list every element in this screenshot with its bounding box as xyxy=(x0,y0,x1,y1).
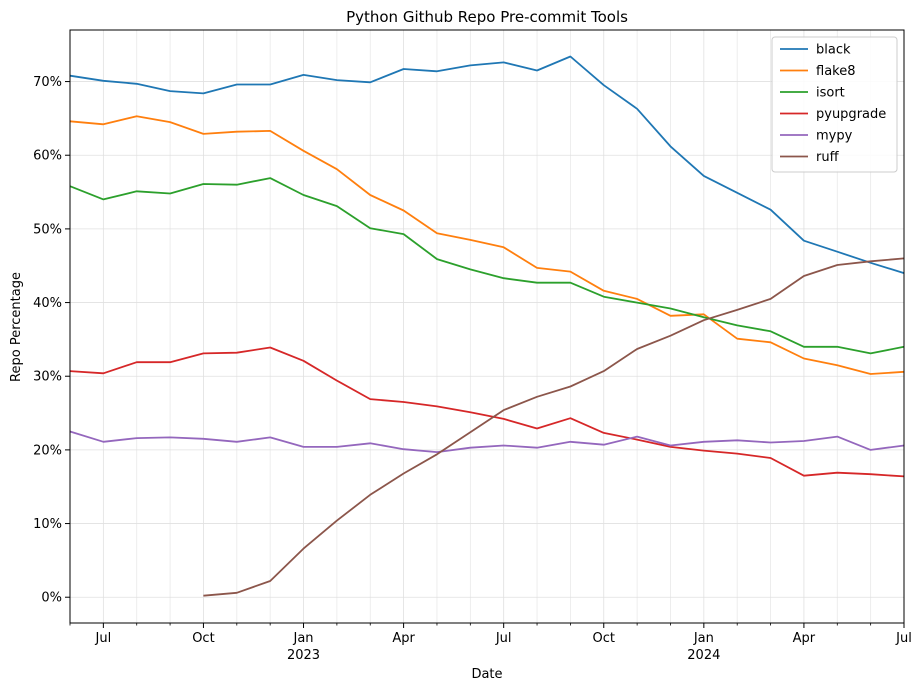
series-line-ruff xyxy=(203,257,905,597)
x-tick-year-label: 2023 xyxy=(287,648,320,663)
series-line-flake8 xyxy=(69,115,905,375)
series-line-black xyxy=(69,55,905,274)
x-tick-label: Jul xyxy=(95,631,112,646)
y-axis-label: Repo Percentage xyxy=(9,272,24,382)
y-tick-label: 70% xyxy=(33,75,62,90)
series-lines xyxy=(69,55,905,597)
series-line-mypy xyxy=(69,430,905,453)
y-tick-label: 60% xyxy=(33,149,62,164)
x-tick-label: Jan xyxy=(693,631,714,646)
chart-title: Python Github Repo Pre-commit Tools xyxy=(346,8,628,26)
legend-label-pyupgrade: pyupgrade xyxy=(816,107,886,122)
legend: black flake8 isort pyupgrade mypy ruff xyxy=(771,36,898,173)
y-tick-label: 20% xyxy=(33,443,62,458)
series-line-pyupgrade xyxy=(69,346,905,478)
legend-label-black: black xyxy=(816,43,851,58)
y-tick-label: 10% xyxy=(33,517,62,532)
x-tick-year-label: 2024 xyxy=(687,648,720,663)
x-tick-label: Apr xyxy=(392,631,415,646)
x-tick-label: Apr xyxy=(793,631,816,646)
x-tick-label: Oct xyxy=(192,631,214,646)
plot-frame xyxy=(69,29,905,624)
legend-label-isort: isort xyxy=(816,86,845,101)
x-tick-label: Jul xyxy=(495,631,512,646)
series-line-isort xyxy=(69,177,905,355)
grid xyxy=(69,30,905,623)
x-axis-label: Date xyxy=(471,667,502,682)
axes: Jul Oct Jan 2023 Apr Jul Oct Jan 2024 Apr Jul 0% 10%… xyxy=(33,75,912,663)
y-tick-label: 0% xyxy=(41,591,62,606)
y-tick-label: 40% xyxy=(33,296,62,311)
x-tick-label: Jul xyxy=(895,631,912,646)
x-tick-label: Oct xyxy=(593,631,615,646)
y-tick-label: 50% xyxy=(33,222,62,237)
x-tick-label: Jan xyxy=(292,631,313,646)
legend-label-mypy: mypy xyxy=(816,129,853,144)
legend-label-ruff: ruff xyxy=(816,150,840,165)
y-tick-label: 30% xyxy=(33,370,62,385)
legend-label-flake8: flake8 xyxy=(816,64,856,79)
